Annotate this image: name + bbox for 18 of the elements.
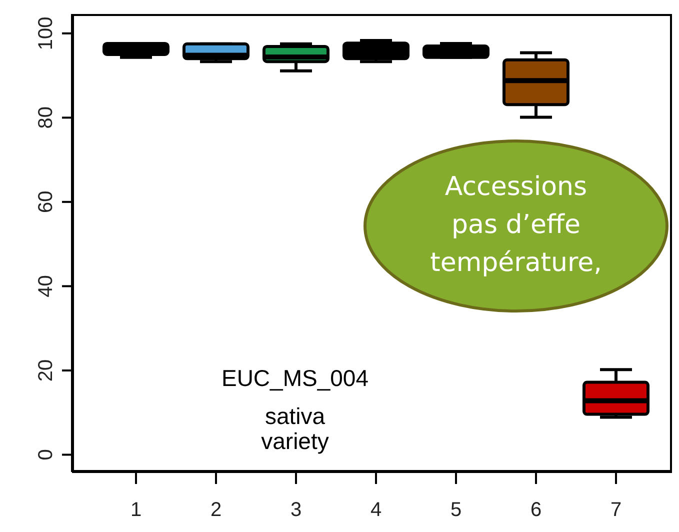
x-tick-label: 1 xyxy=(130,499,142,522)
annotation: Accessions pas d’effe température, xyxy=(429,171,603,280)
annotation: sativa xyxy=(264,403,326,430)
ellipse-callout: Accessions pas d’effe température, xyxy=(362,138,670,314)
annotation: variety xyxy=(260,428,330,455)
y-tick-label: 40 xyxy=(35,275,57,298)
annotation: EUC_MS_004 xyxy=(220,365,370,392)
y-tick-label: 80 xyxy=(35,106,57,129)
x-tick-label: 4 xyxy=(370,499,382,522)
y-tick-label: 20 xyxy=(35,359,57,382)
x-tick-label: 3 xyxy=(290,499,302,522)
y-tick-label: 60 xyxy=(35,190,57,214)
x-tick-label: 2 xyxy=(210,499,222,522)
x-tick-label: 5 xyxy=(450,499,462,522)
x-tick-label: 6 xyxy=(530,499,542,522)
x-tick-label: 7 xyxy=(610,499,622,522)
y-tick-label: 0 xyxy=(35,449,57,460)
y-tick-label: 100 xyxy=(35,16,57,50)
